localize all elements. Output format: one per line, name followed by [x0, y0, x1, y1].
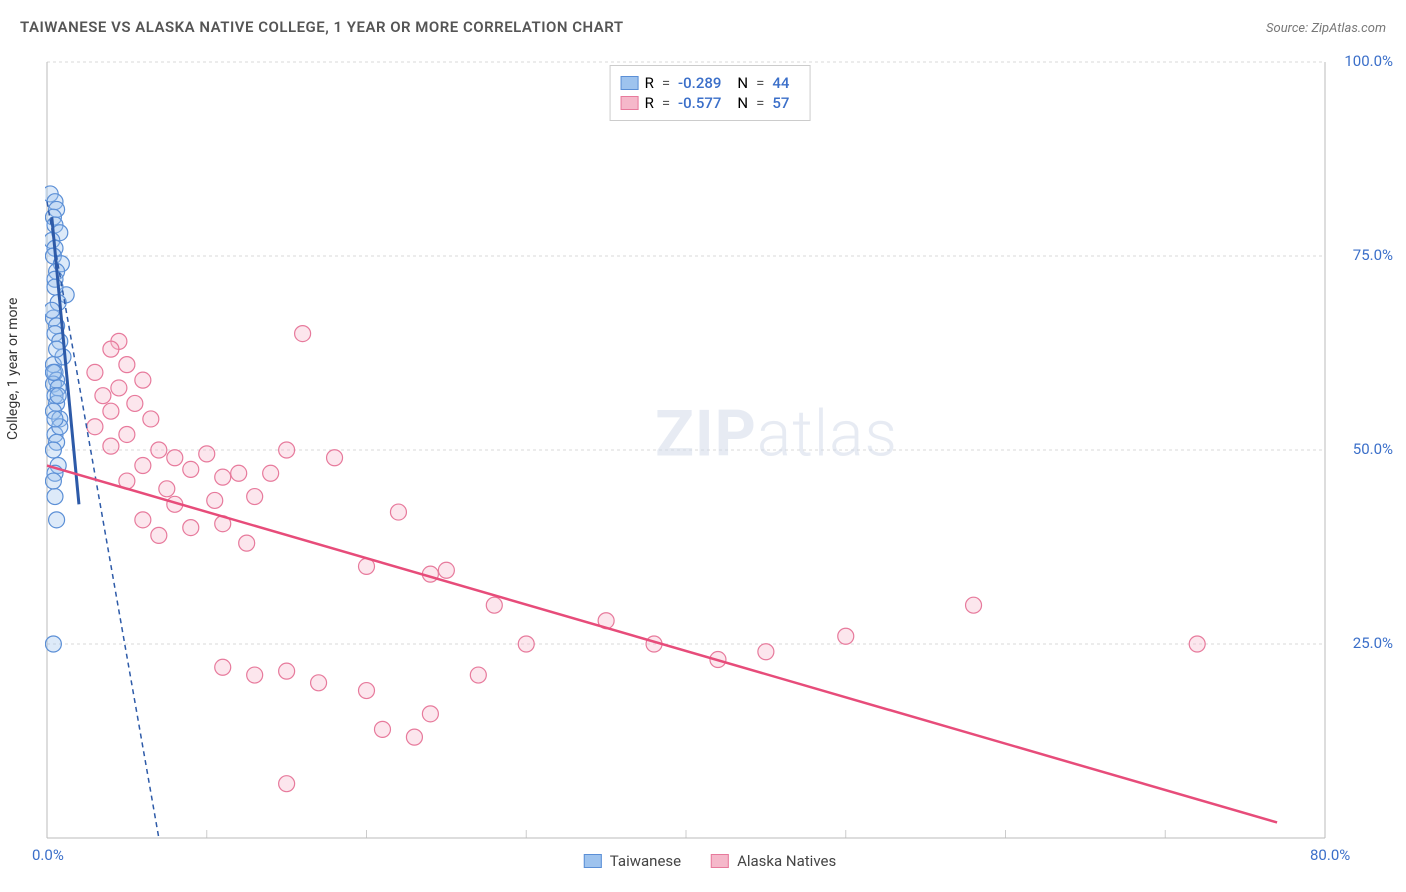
swatch-alaska: [711, 854, 729, 868]
chart-header: TAIWANESE VS ALASKA NATIVE COLLEGE, 1 YE…: [20, 18, 1386, 36]
plot-svg: [45, 60, 1375, 840]
swatch-alaska: [621, 96, 639, 110]
y-tick-label: 25.0%: [1353, 634, 1393, 652]
scatter-chart: ZIPatlas R = -0.289 N = 44 R = -0.577 N …: [45, 60, 1375, 840]
x-tick-label: 0.0%: [32, 846, 64, 864]
series-legend: Taiwanese Alaska Natives: [584, 852, 836, 870]
legend-item-alaska: Alaska Natives: [711, 852, 836, 870]
legend-row-alaska: R = -0.577 N = 57: [621, 94, 800, 112]
correlation-legend: R = -0.289 N = 44 R = -0.577 N = 57: [610, 65, 811, 121]
swatch-taiwanese: [621, 76, 639, 90]
y-tick-label: 75.0%: [1353, 246, 1393, 264]
chart-title: TAIWANESE VS ALASKA NATIVE COLLEGE, 1 YE…: [20, 18, 624, 36]
chart-source: Source: ZipAtlas.com: [1266, 21, 1386, 36]
y-tick-label: 100.0%: [1344, 52, 1393, 70]
legend-item-taiwanese: Taiwanese: [584, 852, 681, 870]
swatch-taiwanese: [584, 854, 602, 868]
y-axis-label: College, 1 year or more: [5, 298, 21, 440]
legend-row-taiwanese: R = -0.289 N = 44: [621, 74, 800, 92]
x-tick-label: 80.0%: [1310, 846, 1350, 864]
y-tick-label: 50.0%: [1353, 440, 1393, 458]
